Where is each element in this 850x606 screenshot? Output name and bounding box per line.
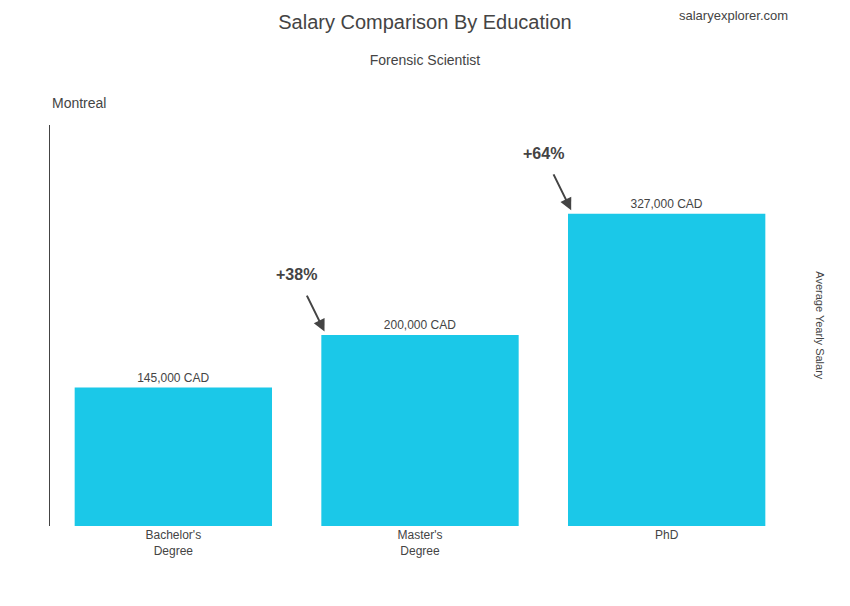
svg-text:Average Yearly Salary: Average Yearly Salary	[814, 271, 826, 380]
svg-text:Montreal: Montreal	[52, 95, 106, 111]
svg-text:Bachelor'sDegree: Bachelor'sDegree	[146, 528, 202, 558]
svg-text:Salary Comparison By Education: Salary Comparison By Education	[278, 11, 571, 33]
svg-text:200,000 CAD: 200,000 CAD	[384, 318, 456, 332]
svg-text:145,000 CAD: 145,000 CAD	[137, 371, 209, 385]
svg-text:+38%: +38%	[276, 266, 317, 283]
svg-text:Forensic Scientist: Forensic Scientist	[370, 52, 481, 68]
svg-text:PhD: PhD	[655, 528, 679, 542]
svg-text:327,000 CAD: 327,000 CAD	[630, 197, 702, 211]
svg-text:salaryexplorer.com: salaryexplorer.com	[679, 8, 788, 23]
svg-text:Master'sDegree: Master'sDegree	[398, 528, 443, 558]
svg-text:+64%: +64%	[523, 145, 564, 162]
